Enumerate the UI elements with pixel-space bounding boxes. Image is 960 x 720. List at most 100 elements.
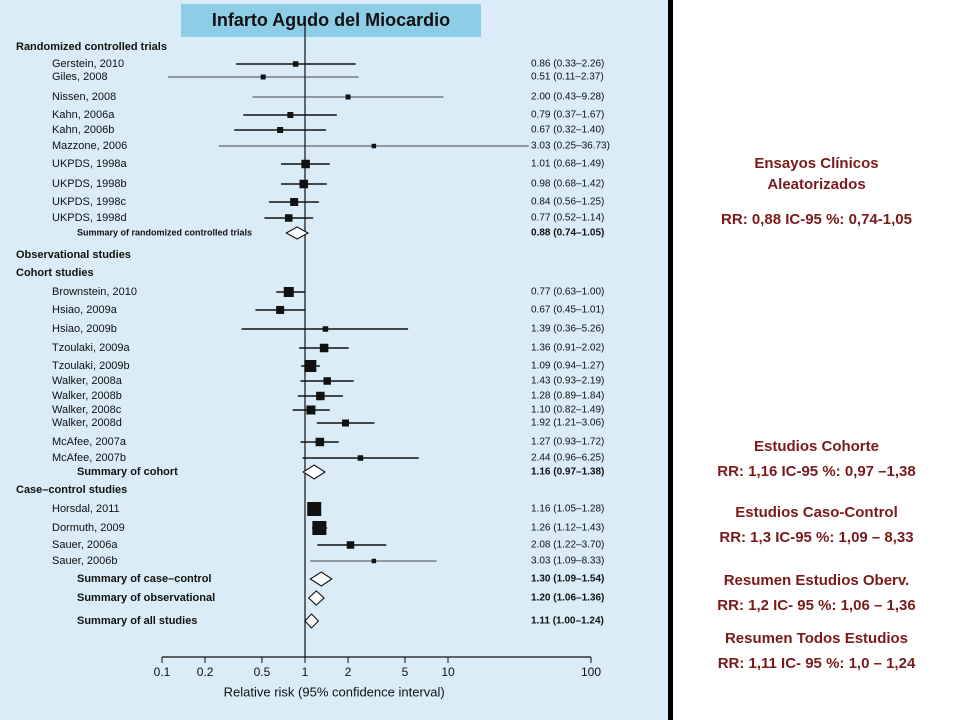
summary-diamond bbox=[302, 464, 327, 480]
panel-divider bbox=[668, 0, 673, 720]
chart-title: Infarto Agudo del Miocardio bbox=[181, 4, 481, 37]
study-label: Hsiao, 2009b bbox=[52, 323, 117, 335]
x-tick-label: 5 bbox=[402, 665, 409, 679]
x-tick-label: 0.1 bbox=[154, 665, 171, 679]
ci-value-label: 1.92 (1.21–3.06) bbox=[531, 418, 604, 429]
ci-value-label: 1.39 (0.36–5.26) bbox=[531, 324, 604, 335]
cohort-summary-title: Estudios Cohorte bbox=[753, 438, 879, 455]
section-header: Case–control studies bbox=[16, 484, 127, 496]
summary-label: Summary of all studies bbox=[77, 615, 197, 627]
ci-value-label: 2.08 (1.22–3.70) bbox=[531, 540, 604, 551]
case-control-summary: Estudios Caso-Control RR: 1,3 IC-95 %: 1… bbox=[673, 502, 960, 548]
point-estimate-square bbox=[304, 360, 317, 372]
ci-value-label: 0.67 (0.45–1.01) bbox=[531, 305, 604, 316]
cohort-summary: Estudios Cohorte RR: 1,16 IC-95 %: 0,97 … bbox=[673, 436, 960, 482]
point-estimate-square bbox=[285, 214, 293, 222]
ci-value-label: 0.67 (0.32–1.40) bbox=[531, 125, 604, 136]
point-estimate-square bbox=[315, 437, 325, 447]
point-estimate-square bbox=[301, 159, 310, 169]
x-tick-label: 0.5 bbox=[254, 665, 271, 679]
ci-value-label: 0.77 (0.52–1.14) bbox=[531, 213, 604, 224]
ci-value-label: 1.27 (0.93–1.72) bbox=[531, 437, 604, 448]
point-estimate-square bbox=[345, 94, 351, 100]
study-label: Dormuth, 2009 bbox=[52, 522, 125, 534]
rct-summary-title-1: Ensayos Clínicos bbox=[754, 155, 879, 172]
summary-ci-value-label: 1.11 (1.00–1.24) bbox=[531, 616, 604, 627]
study-label: Hsiao, 2009a bbox=[52, 304, 118, 316]
study-label: Tzoulaki, 2009a bbox=[52, 342, 131, 354]
x-tick-label: 10 bbox=[441, 665, 455, 679]
summary-label: Summary of observational bbox=[77, 592, 215, 604]
forest-plot-panel: Infarto Agudo del Miocardio Randomized c… bbox=[0, 0, 668, 720]
point-estimate-square bbox=[371, 558, 377, 564]
forest-plot: Randomized controlled trials Gerstein, 20… bbox=[16, 18, 610, 699]
summary-diamond bbox=[304, 613, 320, 629]
summary-ci-value-label: 1.16 (0.97–1.38) bbox=[531, 467, 604, 478]
point-estimate-square bbox=[260, 74, 266, 80]
ci-value-label: 2.00 (0.43–9.28) bbox=[531, 92, 604, 103]
ci-value-label: 2.44 (0.96–6.25) bbox=[531, 453, 604, 464]
all-studies-summary-title: Resumen Todos Estudios bbox=[724, 630, 909, 647]
ci-value-label: 1.36 (0.91–2.02) bbox=[531, 343, 604, 354]
point-estimate-square bbox=[287, 112, 294, 118]
summary-panel: Ensayos Clínicos Aleatorizados RR: 0,88 … bbox=[673, 0, 960, 720]
rct-summary: Ensayos Clínicos Aleatorizados RR: 0,88 … bbox=[673, 153, 960, 230]
point-estimate-square bbox=[276, 306, 285, 314]
ci-value-label: 3.03 (0.25–36.73) bbox=[531, 141, 610, 152]
study-label: Walker, 2008c bbox=[52, 404, 122, 416]
study-label: UKPDS, 1998b bbox=[52, 178, 127, 190]
point-estimate-square bbox=[346, 541, 355, 549]
ci-value-label: 1.10 (0.82–1.49) bbox=[531, 405, 604, 416]
study-label: Nissen, 2008 bbox=[52, 91, 116, 103]
rct-summary-title-2: Aleatorizados bbox=[767, 176, 866, 193]
summary-diamond bbox=[309, 571, 333, 587]
point-estimate-square bbox=[307, 502, 322, 516]
observational-summary-title: Resumen Estudios Oberv. bbox=[723, 572, 910, 589]
study-label: Horsdal, 2011 bbox=[52, 503, 120, 515]
study-label: Kahn, 2006b bbox=[52, 124, 114, 136]
section-header: Randomized controlled trials bbox=[16, 41, 167, 53]
point-estimate-square bbox=[283, 287, 294, 297]
summary-label: Summary of randomized controlled trials bbox=[77, 227, 252, 237]
point-estimate-square bbox=[312, 521, 327, 535]
x-tick-label: 2 bbox=[345, 665, 352, 679]
study-label: McAfee, 2007a bbox=[52, 436, 127, 448]
point-estimate-square bbox=[319, 343, 329, 353]
point-estimate-square bbox=[292, 61, 299, 67]
observational-summary: Resumen Estudios Oberv. RR: 1,2 IC- 95 %… bbox=[673, 570, 960, 616]
point-estimate-square bbox=[306, 405, 316, 415]
point-estimate-square bbox=[290, 198, 299, 206]
summary-ci-value-label: 1.30 (1.09–1.54) bbox=[531, 574, 604, 585]
ci-value-label: 1.26 (1.12–1.43) bbox=[531, 523, 604, 534]
point-estimate-square bbox=[299, 179, 308, 189]
ci-value-label: 3.03 (1.09–8.33) bbox=[531, 556, 604, 567]
ci-value-label: 1.01 (0.68–1.49) bbox=[531, 159, 604, 170]
ci-value-label: 0.86 (0.33–2.26) bbox=[531, 59, 604, 70]
ci-value-label: 1.09 (0.94–1.27) bbox=[531, 361, 604, 372]
all-studies-summary: Resumen Todos Estudios RR: 1,11 IC- 95 %… bbox=[673, 628, 960, 674]
summary-diamond bbox=[285, 226, 310, 240]
ci-value-label: 1.43 (0.93–2.19) bbox=[531, 376, 604, 387]
ci-value-label: 0.79 (0.37–1.67) bbox=[531, 110, 604, 121]
summary-diamond bbox=[307, 590, 325, 606]
point-estimate-square bbox=[277, 127, 284, 133]
study-label: UKPDS, 1998d bbox=[52, 212, 127, 224]
summary-label: Summary of case–control bbox=[77, 573, 212, 585]
summary-ci-value-label: 0.88 (0.74–1.05) bbox=[531, 228, 604, 239]
x-tick-label: 1 bbox=[302, 665, 309, 679]
study-label: Walker, 2008b bbox=[52, 390, 122, 402]
point-estimate-square bbox=[323, 377, 331, 385]
point-estimate-square bbox=[357, 455, 364, 461]
study-label: Giles, 2008 bbox=[52, 71, 108, 83]
x-tick-label: 0.2 bbox=[197, 665, 214, 679]
x-tick-label: 100 bbox=[581, 665, 601, 679]
study-label: Gerstein, 2010 bbox=[52, 58, 124, 70]
case-control-summary-title: Estudios Caso-Control bbox=[735, 504, 898, 521]
section-header: Cohort studies bbox=[16, 267, 94, 279]
ci-value-label: 1.16 (1.05–1.28) bbox=[531, 504, 604, 515]
study-label: Kahn, 2006a bbox=[52, 109, 115, 121]
observational-summary-value: RR: 1,2 IC- 95 %: 1,06 – 1,36 bbox=[717, 597, 916, 614]
point-estimate-square bbox=[322, 326, 329, 332]
rct-summary-value: RR: 0,88 IC-95 %: 0,74-1,05 bbox=[721, 211, 912, 228]
study-label: McAfee, 2007b bbox=[52, 452, 126, 464]
